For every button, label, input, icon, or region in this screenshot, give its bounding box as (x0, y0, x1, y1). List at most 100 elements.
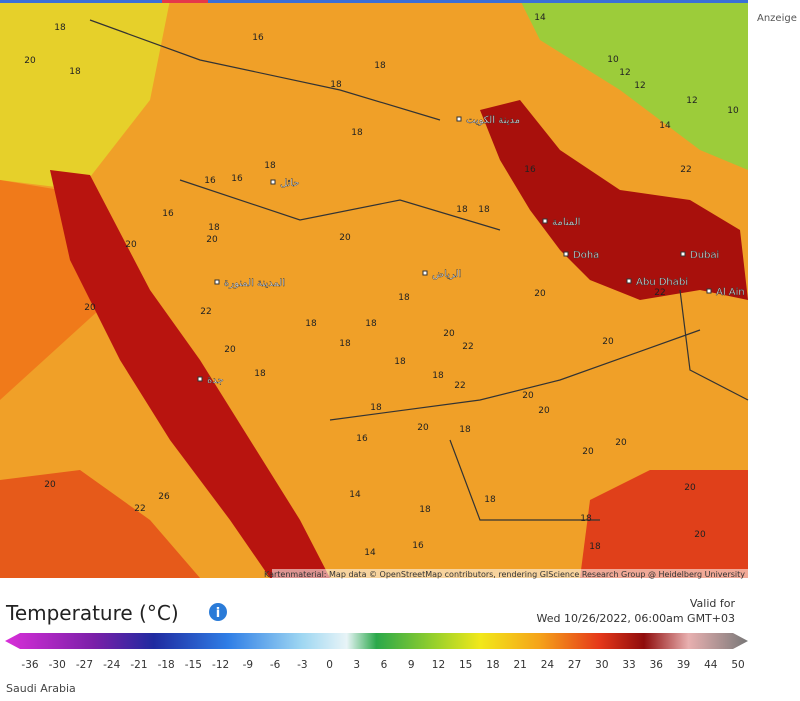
temperature-label: 14 (349, 490, 361, 500)
color-bar-tick-label: 18 (486, 659, 499, 671)
temperature-label: 20 (582, 447, 594, 457)
temperature-label: 18 (339, 339, 351, 349)
color-bar-tick-label: 15 (459, 659, 472, 671)
temperature-label: 14 (534, 13, 546, 23)
temperature-label: 22 (680, 165, 691, 175)
color-bar-tick-label: 21 (513, 659, 526, 671)
top-bar-marker (162, 0, 208, 3)
color-bar-tick-label: 6 (381, 659, 388, 671)
color-bar-tick-label: 27 (568, 659, 581, 671)
color-bar-tick-label: -3 (297, 659, 307, 671)
color-bar-tick-label: 0 (326, 659, 333, 671)
temperature-label: 18 (432, 371, 444, 381)
temperature-label: 16 (204, 176, 216, 186)
city-dot (680, 251, 686, 257)
color-bar-tick-label: -12 (212, 659, 229, 671)
temperature-label: 12 (634, 81, 645, 91)
temperature-label: 26 (158, 492, 170, 502)
temperature-label: 22 (654, 288, 665, 298)
temperature-label: 18 (305, 319, 317, 329)
temperature-label: 18 (580, 514, 592, 524)
color-bar-tick-label: -15 (185, 659, 202, 671)
temperature-label: 18 (478, 205, 490, 215)
map-labels: Doha Dubai Abu Dhabi Al Ain الرياض المدينة ال… (24, 13, 745, 558)
color-bar-tick-label: 3 (353, 659, 360, 671)
color-bar-tick-label: -30 (49, 659, 66, 671)
south-east-zone (580, 470, 748, 578)
city-label: المدينة المنورة (224, 278, 285, 289)
temperature-label: 12 (619, 68, 630, 78)
temperature-label: 18 (370, 403, 382, 413)
temperature-label: 20 (534, 289, 546, 299)
north-east-zone (520, 0, 748, 170)
temperature-label: 16 (252, 33, 264, 43)
temperature-label: 16 (231, 174, 243, 184)
temperature-label: 20 (125, 240, 137, 250)
color-bar-tick-label: -36 (21, 659, 38, 671)
city-dot (542, 218, 548, 224)
temperature-label: 12 (686, 96, 697, 106)
temperature-label: 20 (684, 483, 696, 493)
city-label: حائل (280, 178, 300, 189)
city-dot (706, 288, 712, 294)
color-bar-tick-label: 36 (650, 659, 664, 671)
color-bar-tick-label: -9 (243, 659, 253, 671)
temperature-label: 20 (443, 329, 455, 339)
borders (89, 19, 749, 521)
temperature-label: 18 (589, 542, 601, 552)
color-bar-tick-label: 30 (595, 659, 608, 671)
top-bar (0, 0, 748, 3)
legend-title: Temperature (°C) (5, 601, 179, 625)
temperature-label: 20 (417, 423, 429, 433)
city-dot (456, 116, 462, 122)
city-dot (197, 376, 203, 382)
temperature-label: 18 (419, 505, 431, 515)
temperature-label: 14 (659, 121, 671, 131)
color-bar-tick-label: -24 (103, 659, 120, 671)
city-dot (563, 251, 569, 257)
valid-time: Wed 10/26/2022, 06:00am GMT+03 (537, 612, 735, 625)
temperature-label: 14 (364, 548, 376, 558)
valid-label: Valid for (690, 597, 736, 610)
city-dot (422, 270, 428, 276)
color-bar-tick-label: -21 (130, 659, 147, 671)
city-label: Doha (573, 250, 599, 261)
map: Doha Dubai Abu Dhabi Al Ain الرياض المدينة ال… (0, 0, 749, 579)
city-label: Al Ain (716, 287, 745, 298)
color-bar-tick-label: -27 (76, 659, 93, 671)
attribution-bg (272, 569, 748, 579)
city-dot (214, 279, 220, 285)
city-label: مدينة الكويت (466, 115, 520, 126)
temperature-label: 18 (69, 67, 81, 77)
temperature-label: 18 (330, 80, 342, 90)
color-bar-tick-label: 50 (731, 659, 744, 671)
persian-gulf (480, 100, 748, 300)
color-bar-tick-label: 33 (622, 659, 635, 671)
temperature-label: 20 (84, 303, 96, 313)
temperature-label: 20 (522, 391, 534, 401)
city-label: المنامة (552, 217, 580, 228)
red-sea (50, 170, 330, 578)
temperature-label: 18 (374, 61, 386, 71)
color-bar (5, 633, 748, 649)
region: Saudi Arabia (6, 682, 76, 695)
temperature-label: 16 (162, 209, 174, 219)
ad-label: Anzeige (757, 13, 797, 24)
temperature-label: 18 (254, 369, 266, 379)
temperature-label: 18 (456, 205, 468, 215)
west-zone (0, 180, 110, 400)
svg-text:i: i (216, 606, 220, 621)
temperature-label: 18 (351, 128, 363, 138)
color-bar-tick-label: -18 (158, 659, 175, 671)
temperature-label: 18 (264, 161, 276, 171)
temperature-label: 10 (727, 106, 739, 116)
city-label: Dubai (690, 250, 719, 261)
temperature-label: 10 (607, 55, 619, 65)
color-bar-tick-label: 9 (408, 659, 415, 671)
temperature-label: 22 (454, 381, 465, 391)
temperature-label: 20 (602, 337, 614, 347)
city-dot (626, 278, 632, 284)
temperature-label: 18 (394, 357, 406, 367)
info-icon[interactable]: i (209, 603, 227, 621)
